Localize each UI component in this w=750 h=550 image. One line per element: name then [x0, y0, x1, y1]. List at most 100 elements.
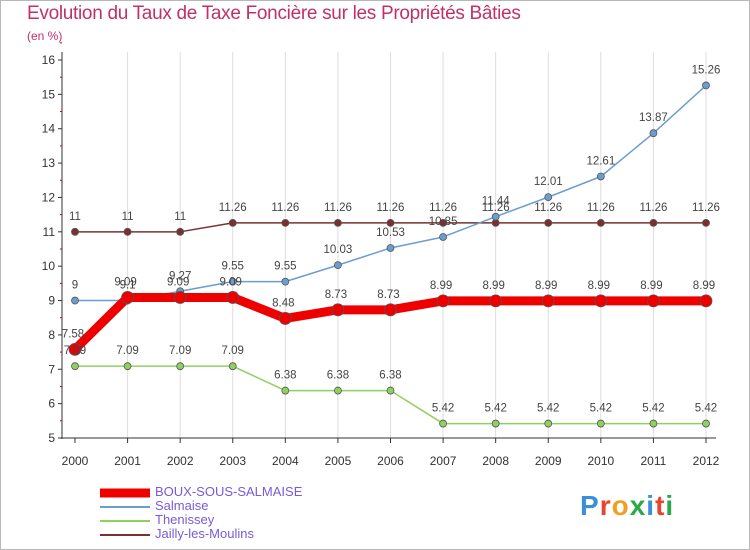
data-point	[489, 294, 503, 308]
data-point	[173, 291, 187, 304]
data-point	[228, 277, 237, 286]
data-point	[228, 218, 237, 227]
data-point	[439, 233, 447, 241]
data-point	[491, 212, 500, 221]
legend-item-label: BOUX-SOUS-SALMAISE	[155, 484, 303, 499]
data-label: 11.26	[377, 202, 405, 214]
data-point	[71, 362, 79, 371]
x-tick-label: 2010	[587, 454, 614, 468]
data-point	[649, 218, 658, 227]
data-point	[439, 419, 447, 428]
logo-letter: i	[646, 490, 656, 521]
y-tick-label: 16	[42, 53, 56, 67]
data-label: 8.99	[430, 280, 452, 292]
y-tick-label: 8	[48, 328, 55, 342]
data-label: 11.26	[534, 202, 562, 214]
data-label: 9.55	[274, 261, 296, 273]
data-label: 9.55	[222, 261, 244, 273]
data-point	[281, 218, 290, 227]
data-label: 8.73	[325, 289, 347, 301]
data-point	[544, 218, 553, 227]
proxiti-logo: Proxiti	[580, 490, 674, 522]
x-tick-label: 2003	[219, 454, 246, 468]
data-point	[278, 312, 292, 325]
data-label: 10.53	[376, 227, 405, 239]
logo-letter: o	[611, 490, 630, 521]
data-point	[544, 419, 553, 428]
data-label: 8.99	[693, 280, 715, 292]
data-label: 11.44	[482, 196, 511, 208]
data-point	[491, 419, 500, 428]
data-label: 13.87	[639, 112, 668, 124]
y-tick-label: 9	[48, 294, 55, 308]
data-point	[596, 218, 605, 227]
x-tick-label: 2006	[377, 454, 404, 468]
y-tick-label: 11	[43, 225, 56, 239]
data-label: 8.99	[640, 280, 662, 292]
data-label: 5.42	[590, 403, 612, 415]
data-point	[436, 294, 450, 308]
data-label: 10.03	[324, 244, 353, 256]
data-label: 7.09	[64, 345, 86, 357]
data-point	[121, 291, 134, 304]
data-point	[702, 419, 710, 428]
data-label: 7.09	[222, 345, 244, 357]
chart-title: Evolution du Taux de Taxe Foncière sur l…	[27, 3, 521, 24]
logo-letter: P	[580, 490, 600, 521]
x-tick-label: 2004	[272, 454, 299, 468]
data-label: 6.38	[327, 370, 349, 382]
data-point	[123, 227, 132, 236]
data-label: 11.26	[639, 202, 667, 214]
data-label: 11	[69, 211, 81, 223]
data-point	[281, 277, 290, 286]
data-label: 9.09	[114, 276, 136, 288]
data-label: 12.01	[534, 176, 563, 188]
data-label: 10.85	[429, 216, 458, 228]
y-tick-label: 6	[48, 397, 55, 411]
logo-letter: x	[629, 490, 647, 521]
data-point	[334, 261, 342, 270]
data-label: 8.48	[272, 297, 294, 309]
x-tick-label: 2001	[114, 454, 141, 468]
data-label: 5.42	[484, 403, 506, 415]
y-axis-unit: (en %)	[27, 29, 63, 43]
data-label: 7.09	[116, 345, 138, 357]
data-point	[334, 218, 342, 227]
data-label: 11	[122, 211, 134, 223]
data-label: 11.26	[429, 202, 457, 214]
data-point	[386, 386, 395, 395]
data-point	[71, 296, 79, 305]
data-label: 7.58	[62, 328, 84, 340]
data-point	[68, 342, 82, 356]
data-label: 11.26	[271, 202, 299, 214]
logo-letter: t	[655, 490, 666, 521]
data-label: 9.09	[220, 276, 242, 288]
legend-item-label: Thenissey	[155, 512, 215, 527]
data-point	[176, 227, 185, 236]
data-point	[439, 218, 447, 227]
data-label: 8.99	[588, 280, 610, 292]
data-point	[594, 294, 608, 308]
data-label: 9	[72, 280, 78, 292]
data-point	[544, 193, 553, 202]
legend-item-label: Jailly-les-Moulins	[155, 526, 254, 541]
data-label: 8.99	[482, 280, 504, 292]
data-label: 15.26	[692, 64, 721, 76]
data-label: 9.1	[120, 280, 136, 292]
data-point	[176, 362, 185, 371]
data-point	[386, 218, 395, 227]
data-point	[123, 362, 132, 371]
x-tick-label: 2011	[641, 454, 667, 468]
data-label: 7.09	[169, 345, 191, 357]
data-label: 12.61	[586, 155, 615, 167]
data-label: 5.42	[432, 403, 454, 415]
y-tick-label: 5	[48, 431, 55, 445]
data-label: 9.27	[169, 270, 191, 282]
y-tick-label: 10	[42, 259, 56, 273]
data-point	[331, 303, 345, 317]
data-point	[386, 244, 395, 252]
data-point	[647, 294, 660, 308]
data-label: 6.38	[379, 370, 401, 382]
data-label: 8.99	[535, 280, 557, 292]
